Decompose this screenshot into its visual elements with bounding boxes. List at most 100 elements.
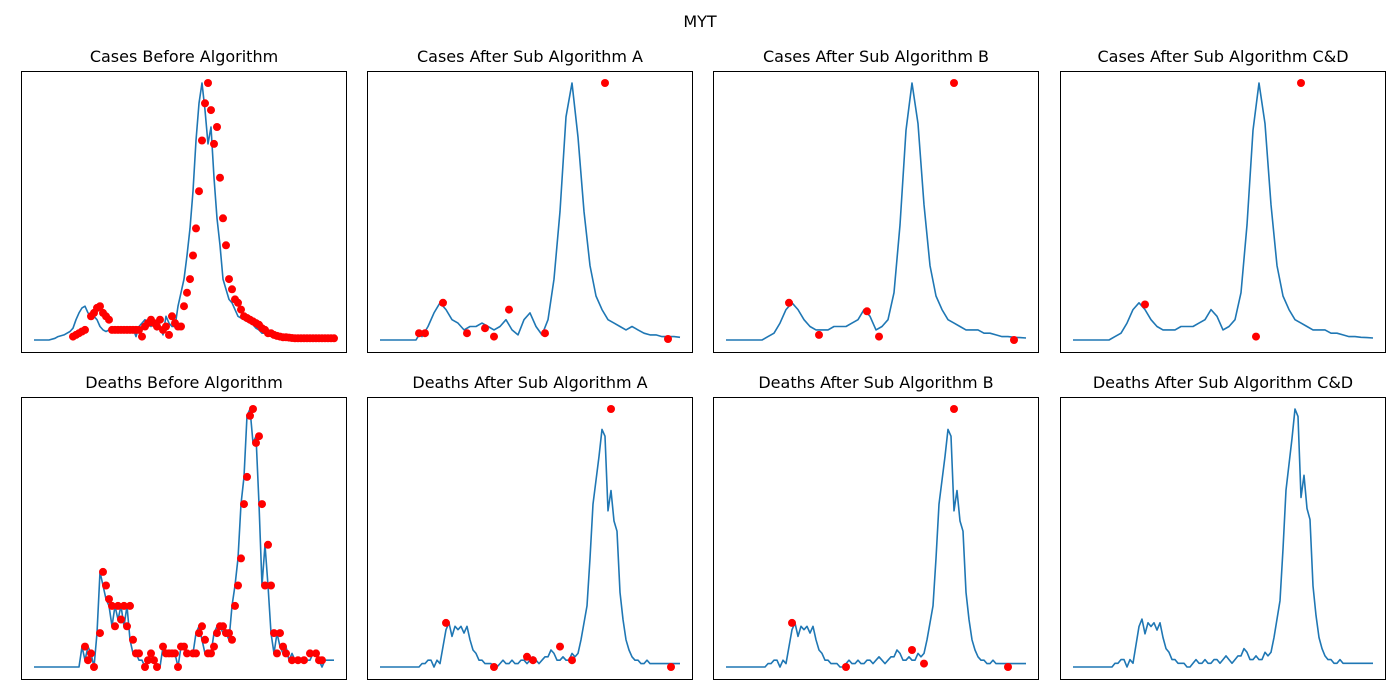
peak-marker (156, 315, 164, 324)
peak-marker (237, 305, 245, 314)
series-line (726, 82, 1027, 341)
peak-marker (144, 656, 152, 665)
peak-marker (481, 324, 489, 333)
peak-marker (150, 656, 158, 665)
peak-marker (87, 649, 95, 658)
series-line (1073, 82, 1374, 341)
peak-marker (207, 649, 215, 658)
peak-marker (159, 642, 167, 651)
subplot-title: Deaths After Sub Algorithm C&D (1093, 373, 1353, 392)
peak-marker (490, 332, 498, 341)
peak-marker (950, 405, 958, 413)
series-line (1073, 408, 1373, 668)
plot-frame (21, 71, 347, 353)
peak-marker (601, 79, 609, 87)
peak-marker (785, 298, 793, 307)
peak-marker (117, 615, 125, 624)
peak-marker (180, 642, 188, 651)
peak-marker (96, 302, 104, 311)
plot-frame (1060, 397, 1386, 680)
peak-marker (463, 329, 471, 338)
peak-marker (171, 649, 179, 658)
peak-marker (607, 405, 615, 413)
peak-marker (664, 335, 672, 343)
peak-marker (273, 649, 281, 658)
peak-marker (141, 663, 149, 671)
subplot-1: Cases Before Algorithm (21, 47, 347, 353)
peak-marker (90, 663, 98, 671)
peak-marker (568, 656, 576, 665)
peak-marker (237, 554, 245, 563)
peak-marker (264, 540, 272, 549)
peak-marker (318, 656, 326, 665)
peak-marker (198, 136, 206, 145)
peak-marker (556, 642, 564, 651)
peak-marker (198, 622, 206, 631)
subplot-title: Deaths After Sub Algorithm A (412, 373, 647, 392)
series-line (34, 82, 334, 341)
peak-marker (1141, 300, 1149, 309)
peak-marker (523, 652, 531, 661)
peak-marker (111, 622, 119, 631)
peak-marker (81, 325, 89, 334)
subplot-title: Cases After Sub Algorithm A (417, 47, 643, 66)
plot-frame (367, 397, 693, 680)
peak-marker (282, 649, 290, 658)
peak-marker (99, 567, 107, 576)
peak-marker (213, 629, 221, 638)
subplot-title: Cases After Sub Algorithm B (763, 47, 989, 66)
peak-marker (192, 224, 200, 233)
peak-marker (505, 305, 513, 314)
peak-marker (177, 322, 185, 331)
peak-marker (135, 325, 143, 334)
peak-marker (276, 629, 284, 638)
peak-marker (204, 79, 212, 87)
peak-marker (135, 649, 143, 658)
peak-marker (330, 334, 338, 343)
peak-marker (258, 500, 266, 509)
peak-marker (1252, 332, 1260, 341)
peak-marker (168, 312, 176, 321)
peak-marker (228, 635, 236, 644)
peak-marker (415, 329, 423, 338)
peak-marker (84, 656, 92, 665)
peak-marker (219, 214, 227, 223)
subplot-title: Deaths After Sub Algorithm B (758, 373, 993, 392)
peak-marker (842, 663, 850, 671)
peak-marker (234, 581, 242, 590)
peak-marker (207, 106, 215, 115)
subplot-title: Deaths Before Algorithm (85, 373, 283, 392)
series-line (380, 82, 681, 341)
peak-marker (138, 332, 146, 341)
peak-marker (920, 659, 928, 668)
peak-marker (243, 472, 251, 481)
peak-marker (252, 438, 260, 447)
series-line (34, 408, 334, 668)
peak-marker (162, 322, 170, 331)
peak-marker (114, 601, 122, 610)
peak-marker (863, 307, 871, 316)
peak-marker (216, 173, 224, 182)
peak-marker (195, 187, 203, 196)
peak-marker (234, 298, 242, 307)
peak-marker (270, 629, 278, 638)
peak-marker (1297, 79, 1305, 87)
peak-marker (189, 251, 197, 260)
peak-marker (228, 285, 236, 294)
peak-marker (81, 642, 89, 651)
peak-marker (246, 411, 254, 420)
subplot-3: Cases After Sub Algorithm B (713, 47, 1039, 353)
peak-marker (192, 649, 200, 658)
peak-marker (147, 649, 155, 658)
peak-marker (102, 581, 110, 590)
peak-marker (120, 601, 128, 610)
peak-marker (201, 99, 209, 108)
peak-marker (123, 622, 131, 631)
peak-marker (210, 642, 218, 651)
subplot-6: Deaths After Sub Algorithm A (367, 373, 693, 680)
peak-marker (174, 663, 182, 671)
peak-marker (300, 656, 308, 665)
peak-marker (129, 635, 137, 644)
subplot-8: Deaths After Sub Algorithm C&D (1060, 373, 1386, 680)
peak-marker (541, 329, 549, 338)
